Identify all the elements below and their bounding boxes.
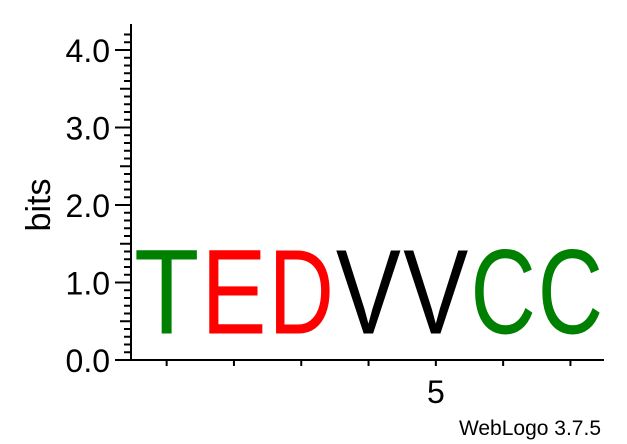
y-tick-label: 4.0 [66, 33, 110, 69]
y-tick-label: 0.0 [66, 343, 110, 379]
logo-letter: C [538, 223, 603, 359]
y-tick-label: 2.0 [66, 188, 110, 224]
logo-letter: E [201, 224, 266, 359]
logo-letter: V [403, 225, 468, 359]
logo-letter: V [336, 225, 401, 359]
y-axis-label: bits [20, 179, 58, 232]
x-axis: 5 [131, 359, 604, 410]
logo-letter: C [471, 223, 536, 359]
weblogo-version-footer: WebLogo 3.7.5 [459, 417, 601, 440]
y-tick-label: 3.0 [66, 111, 110, 147]
logo-letter: D [269, 223, 334, 359]
logo-letter: T [134, 225, 199, 360]
y-axis: 0.0 1.0 2.0 3.0 4.0 [66, 24, 132, 379]
y-tick-label: 1.0 [66, 266, 110, 302]
x-tick-label: 5 [427, 374, 445, 410]
